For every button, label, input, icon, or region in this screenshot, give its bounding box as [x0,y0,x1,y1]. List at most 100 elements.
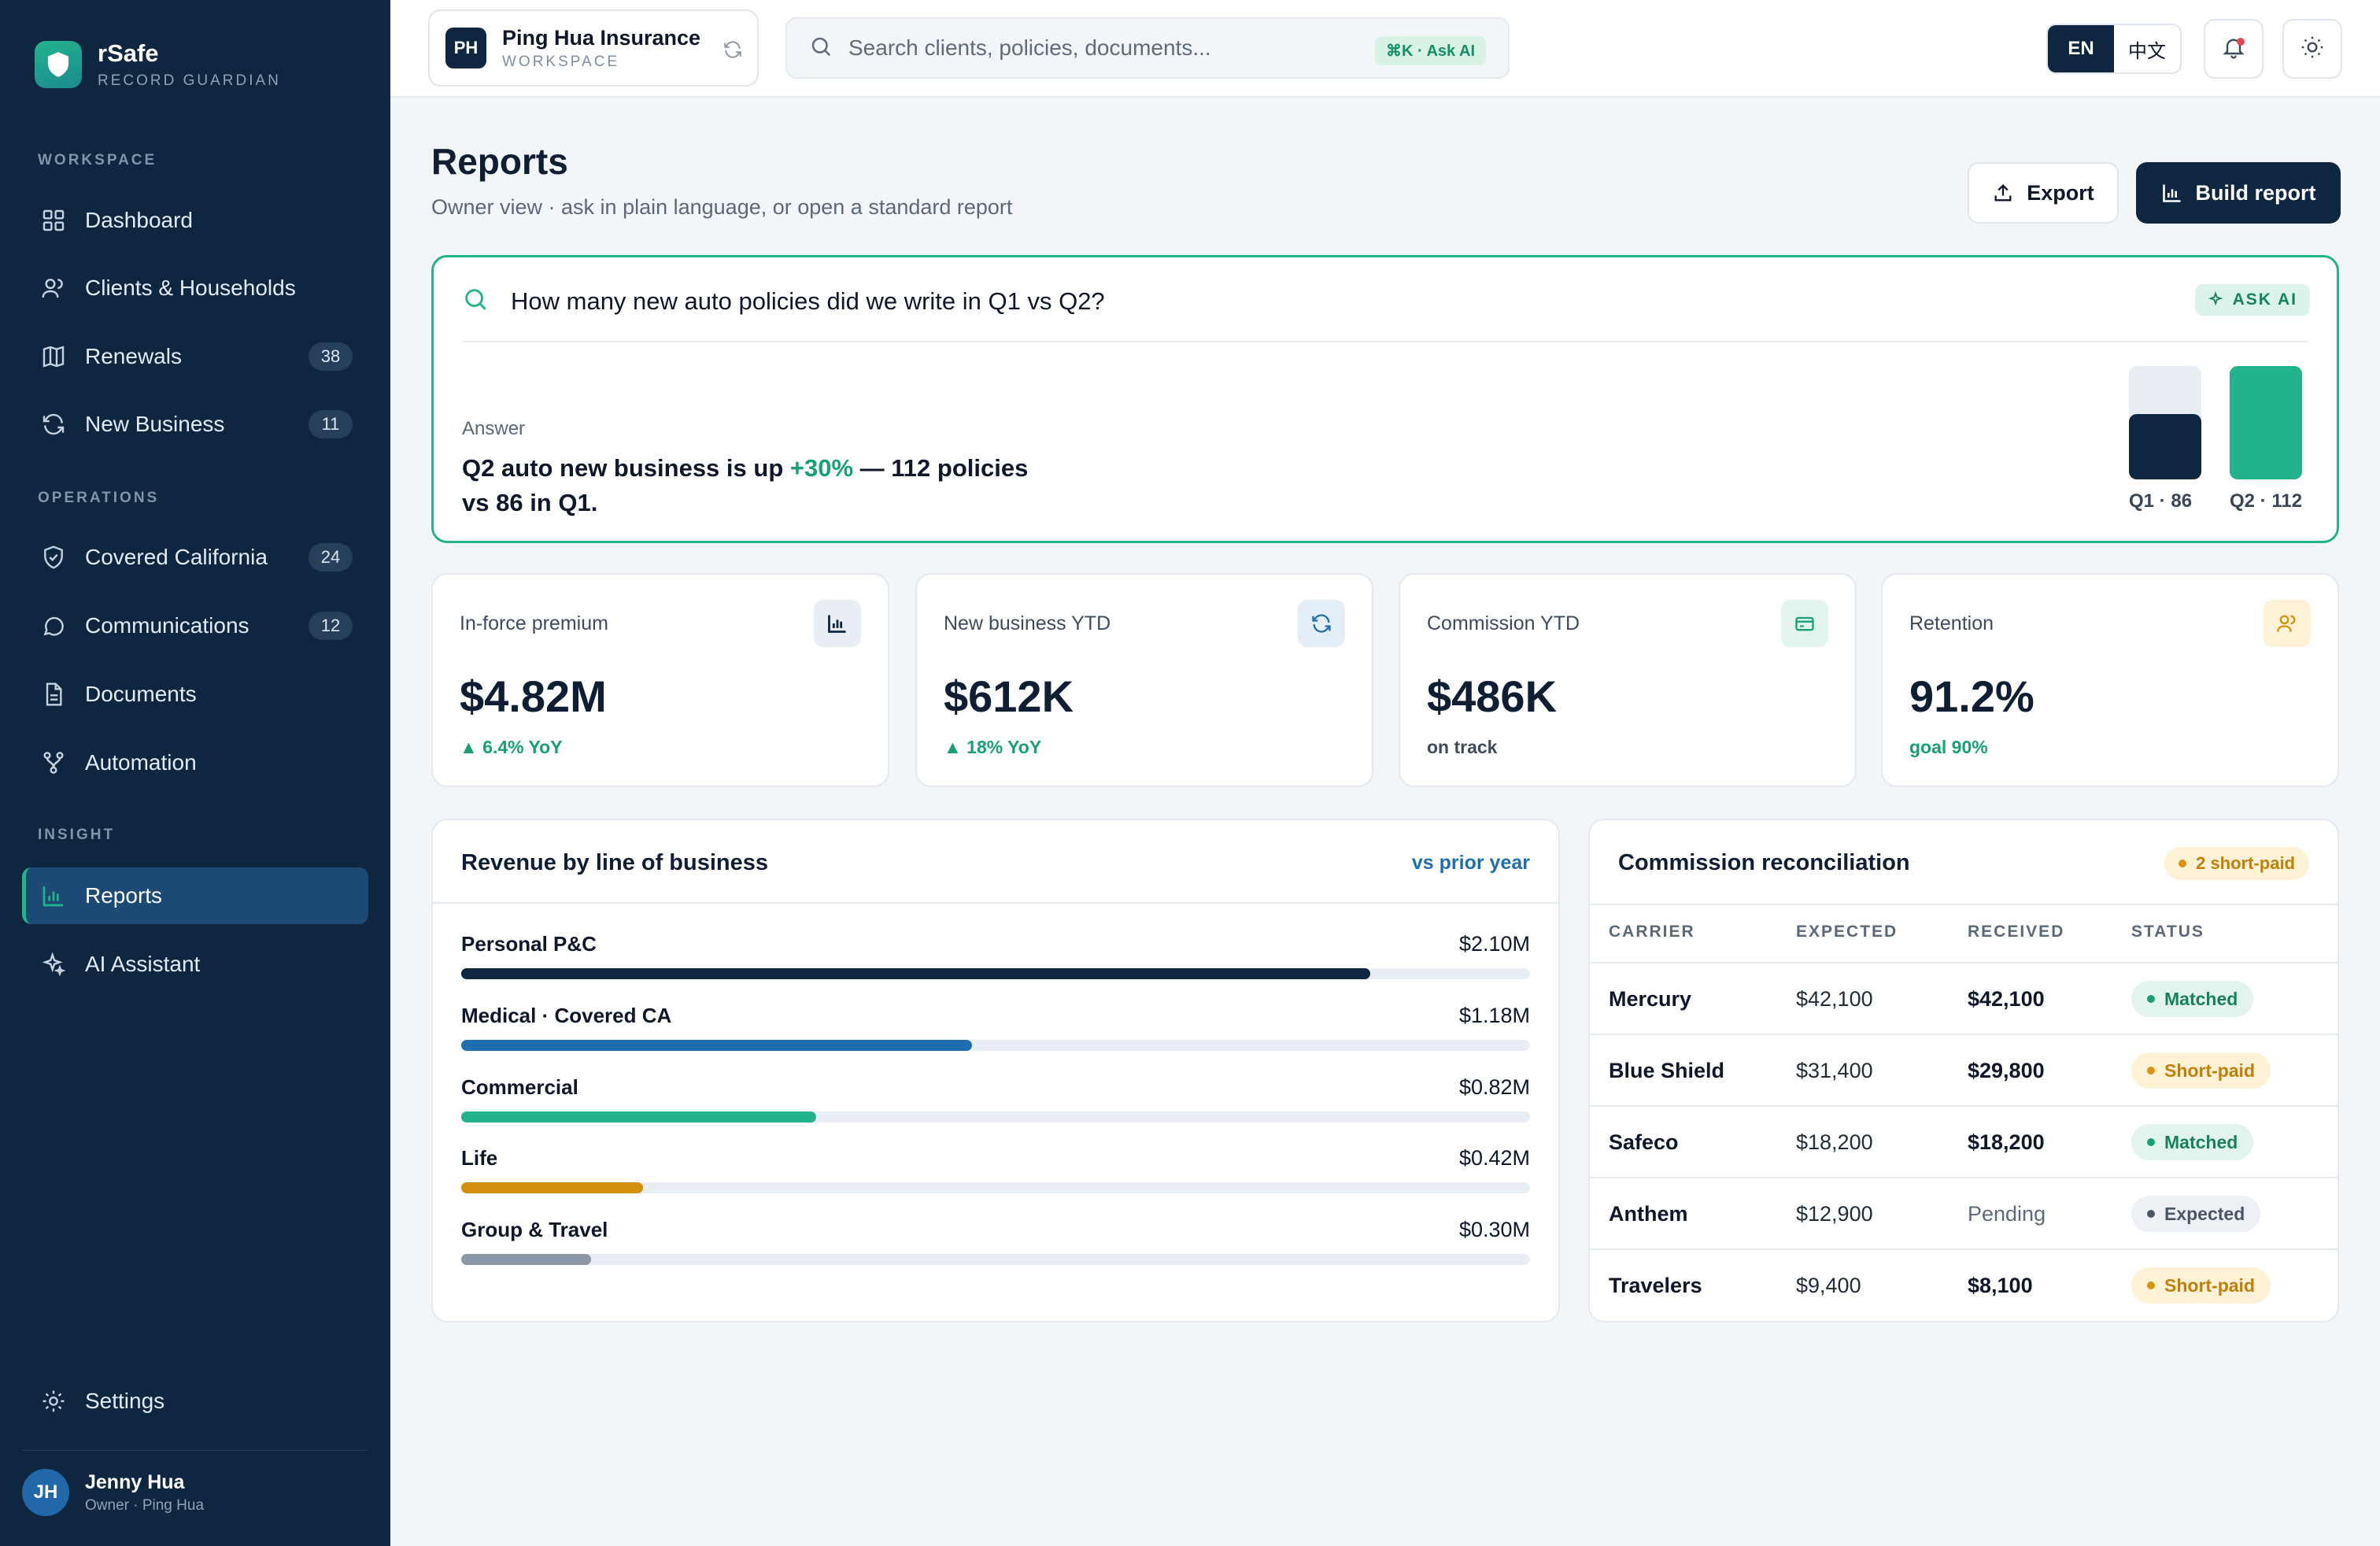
table-row[interactable]: Anthem $12,900 Pending Expected [1590,1177,2338,1248]
sidebar-item-clients[interactable]: Clients & Households [22,260,368,316]
carrier-name: Safeco [1609,1130,1679,1154]
received-amount: $29,800 [1968,1059,2045,1082]
export-label: Export [2027,180,2094,205]
kpi-card-in-force-premium[interactable]: In-force premium $4.82M ▲ 6.4% YoY [431,573,889,787]
sidebar-item-label: AI Assistant [85,952,201,976]
brand-name: rSafe [98,39,159,67]
ask-ai-label: ASK AI [2232,290,2297,309]
short-paid-badge[interactable]: 2 short-paid [2164,847,2309,880]
status-label: Matched [2164,1131,2238,1152]
sun-icon [2300,35,2325,64]
revenue-bar-track [461,968,1530,979]
count-badge: 24 [309,543,353,571]
carrier-name: Mercury [1609,987,1692,1011]
revenue-line-value: $0.42M [1458,1146,1530,1170]
status-label: Expected [2164,1203,2245,1224]
notifications-button[interactable] [2204,19,2264,79]
user-name: Jenny Hua [85,1470,185,1493]
users-icon [39,274,68,302]
kpi-delta: goal 90% [1909,737,1988,757]
sidebar-item-label: Communications [85,613,249,638]
table-row[interactable]: Travelers $9,400 $8,100 Short-paid [1590,1248,2338,1319]
column-header-status[interactable]: STATUS [2131,923,2204,941]
carrier-name: Anthem [1609,1202,1688,1226]
kpi-card-new-business-ytd[interactable]: New business YTD $612K ▲ 18% YoY [915,573,1373,787]
kpi-value: $486K [1427,671,1558,721]
answer-bar-fill [2129,414,2201,479]
revenue-bar-fill [461,1111,816,1123]
export-button[interactable]: Export [1968,162,2119,224]
carrier-name: Blue Shield [1609,1059,1725,1082]
expected-amount: $9,400 [1796,1274,1861,1297]
sidebar-item-documents[interactable]: Documents [22,666,368,723]
search-input[interactable]: Search clients, policies, documents... ⌘… [785,17,1510,79]
count-badge: 11 [309,410,353,438]
sidebar-item-communications[interactable]: Communications 12 [22,597,368,654]
ask-ai-query-input[interactable]: How many new auto policies did we write … [511,287,1105,315]
status-label: Short-paid [2164,1274,2255,1296]
user-profile[interactable]: JH Jenny Hua Owner · Ping Hua [22,1469,204,1516]
answer-text-part: Q2 auto new business is up [462,454,790,482]
page-title: Reports [431,141,568,182]
sidebar-divider [22,1450,368,1451]
sidebar-item-reports[interactable]: Reports [22,867,368,924]
column-header-carrier[interactable]: CARRIER [1609,923,1695,941]
sidebar-item-settings[interactable]: Settings [22,1373,368,1429]
kpi-value: 91.2% [1909,671,2034,721]
short-paid-label: 2 short-paid [2196,853,2295,873]
table-row[interactable]: Safeco $18,200 $18,200 Matched [1590,1105,2338,1176]
credit-card-icon [1781,600,1828,647]
revenue-line-name: Group & Travel [461,1218,608,1241]
column-header-received[interactable]: RECEIVED [1968,923,2065,941]
sidebar-item-new-business[interactable]: New Business 11 [22,396,368,453]
map-icon [39,342,68,371]
bar-chart-icon [39,882,68,910]
kpi-label: Commission YTD [1427,612,1580,634]
answer-bar-q1 [2129,366,2201,479]
revenue-line-name: Personal P&C [461,932,597,956]
refresh-icon[interactable] [722,39,743,64]
sidebar-item-automation[interactable]: Automation [22,734,368,791]
sidebar-item-ai-assistant[interactable]: AI Assistant [22,936,368,993]
revenue-bar-track [461,1254,1530,1265]
shield-icon [35,41,82,88]
revenue-line-name: Commercial [461,1075,578,1099]
revenue-bar-track [461,1040,1530,1051]
sidebar: rSafe RECORD GUARDIAN WORKSPACE Dashboar… [0,0,390,1546]
refresh-icon [1298,600,1345,647]
shortcut-hint: ⌘K · Ask AI [1375,36,1486,65]
revenue-row: Personal P&C $2.10M [461,932,1530,987]
sidebar-item-dashboard[interactable]: Dashboard [22,192,368,249]
status-badge: Matched [2131,981,2254,1017]
count-badge: 38 [309,342,353,371]
vs-prior-year-link[interactable]: vs prior year [1411,852,1530,874]
revenue-bar-fill [461,968,1370,979]
kpi-value: $612K [944,671,1074,721]
brand[interactable]: rSafe RECORD GUARDIAN [35,39,281,90]
kpi-card-commission-ytd[interactable]: Commission YTD $486K on track [1399,573,1857,787]
table-row[interactable]: Blue Shield $31,400 $29,800 Short-paid [1590,1034,2338,1104]
lang-option-en[interactable]: EN [2048,25,2114,72]
bar-chart-icon [814,600,861,647]
sparkle-icon [2208,291,2223,306]
answer-text-part: — 112 policies vs 86 in Q1. [462,454,1029,516]
answer-label: Answer [462,418,526,439]
sidebar-item-renewals[interactable]: Renewals 38 [22,328,368,385]
column-header-expected[interactable]: EXPECTED [1796,923,1898,941]
theme-toggle-button[interactable] [2282,19,2342,79]
expected-amount: $18,200 [1796,1130,1873,1154]
build-report-button[interactable]: Build report [2136,162,2341,224]
revenue-row: Group & Travel $0.30M [461,1218,1530,1273]
workspace-switcher[interactable]: PH Ping Hua Insurance WORKSPACE [428,9,759,87]
lang-option-zh[interactable]: 中文 [2128,40,2166,62]
page-subtitle: Owner view · ask in plain language, or o… [431,195,1013,219]
language-toggle[interactable]: EN 中文 [2046,24,2182,74]
revenue-row: Commercial $0.82M [461,1075,1530,1130]
kpi-label: New business YTD [944,612,1111,634]
sidebar-item-covered-california[interactable]: Covered California 24 [22,529,368,586]
workspace-name: Ping Hua Insurance [502,25,701,50]
kpi-card-retention[interactable]: Retention 91.2% goal 90% [1881,573,2339,787]
ask-ai-button[interactable]: ASK AI [2194,284,2310,316]
kpi-value: $4.82M [460,671,607,721]
table-row[interactable]: Mercury $42,100 $42,100 Matched [1590,962,2338,1033]
